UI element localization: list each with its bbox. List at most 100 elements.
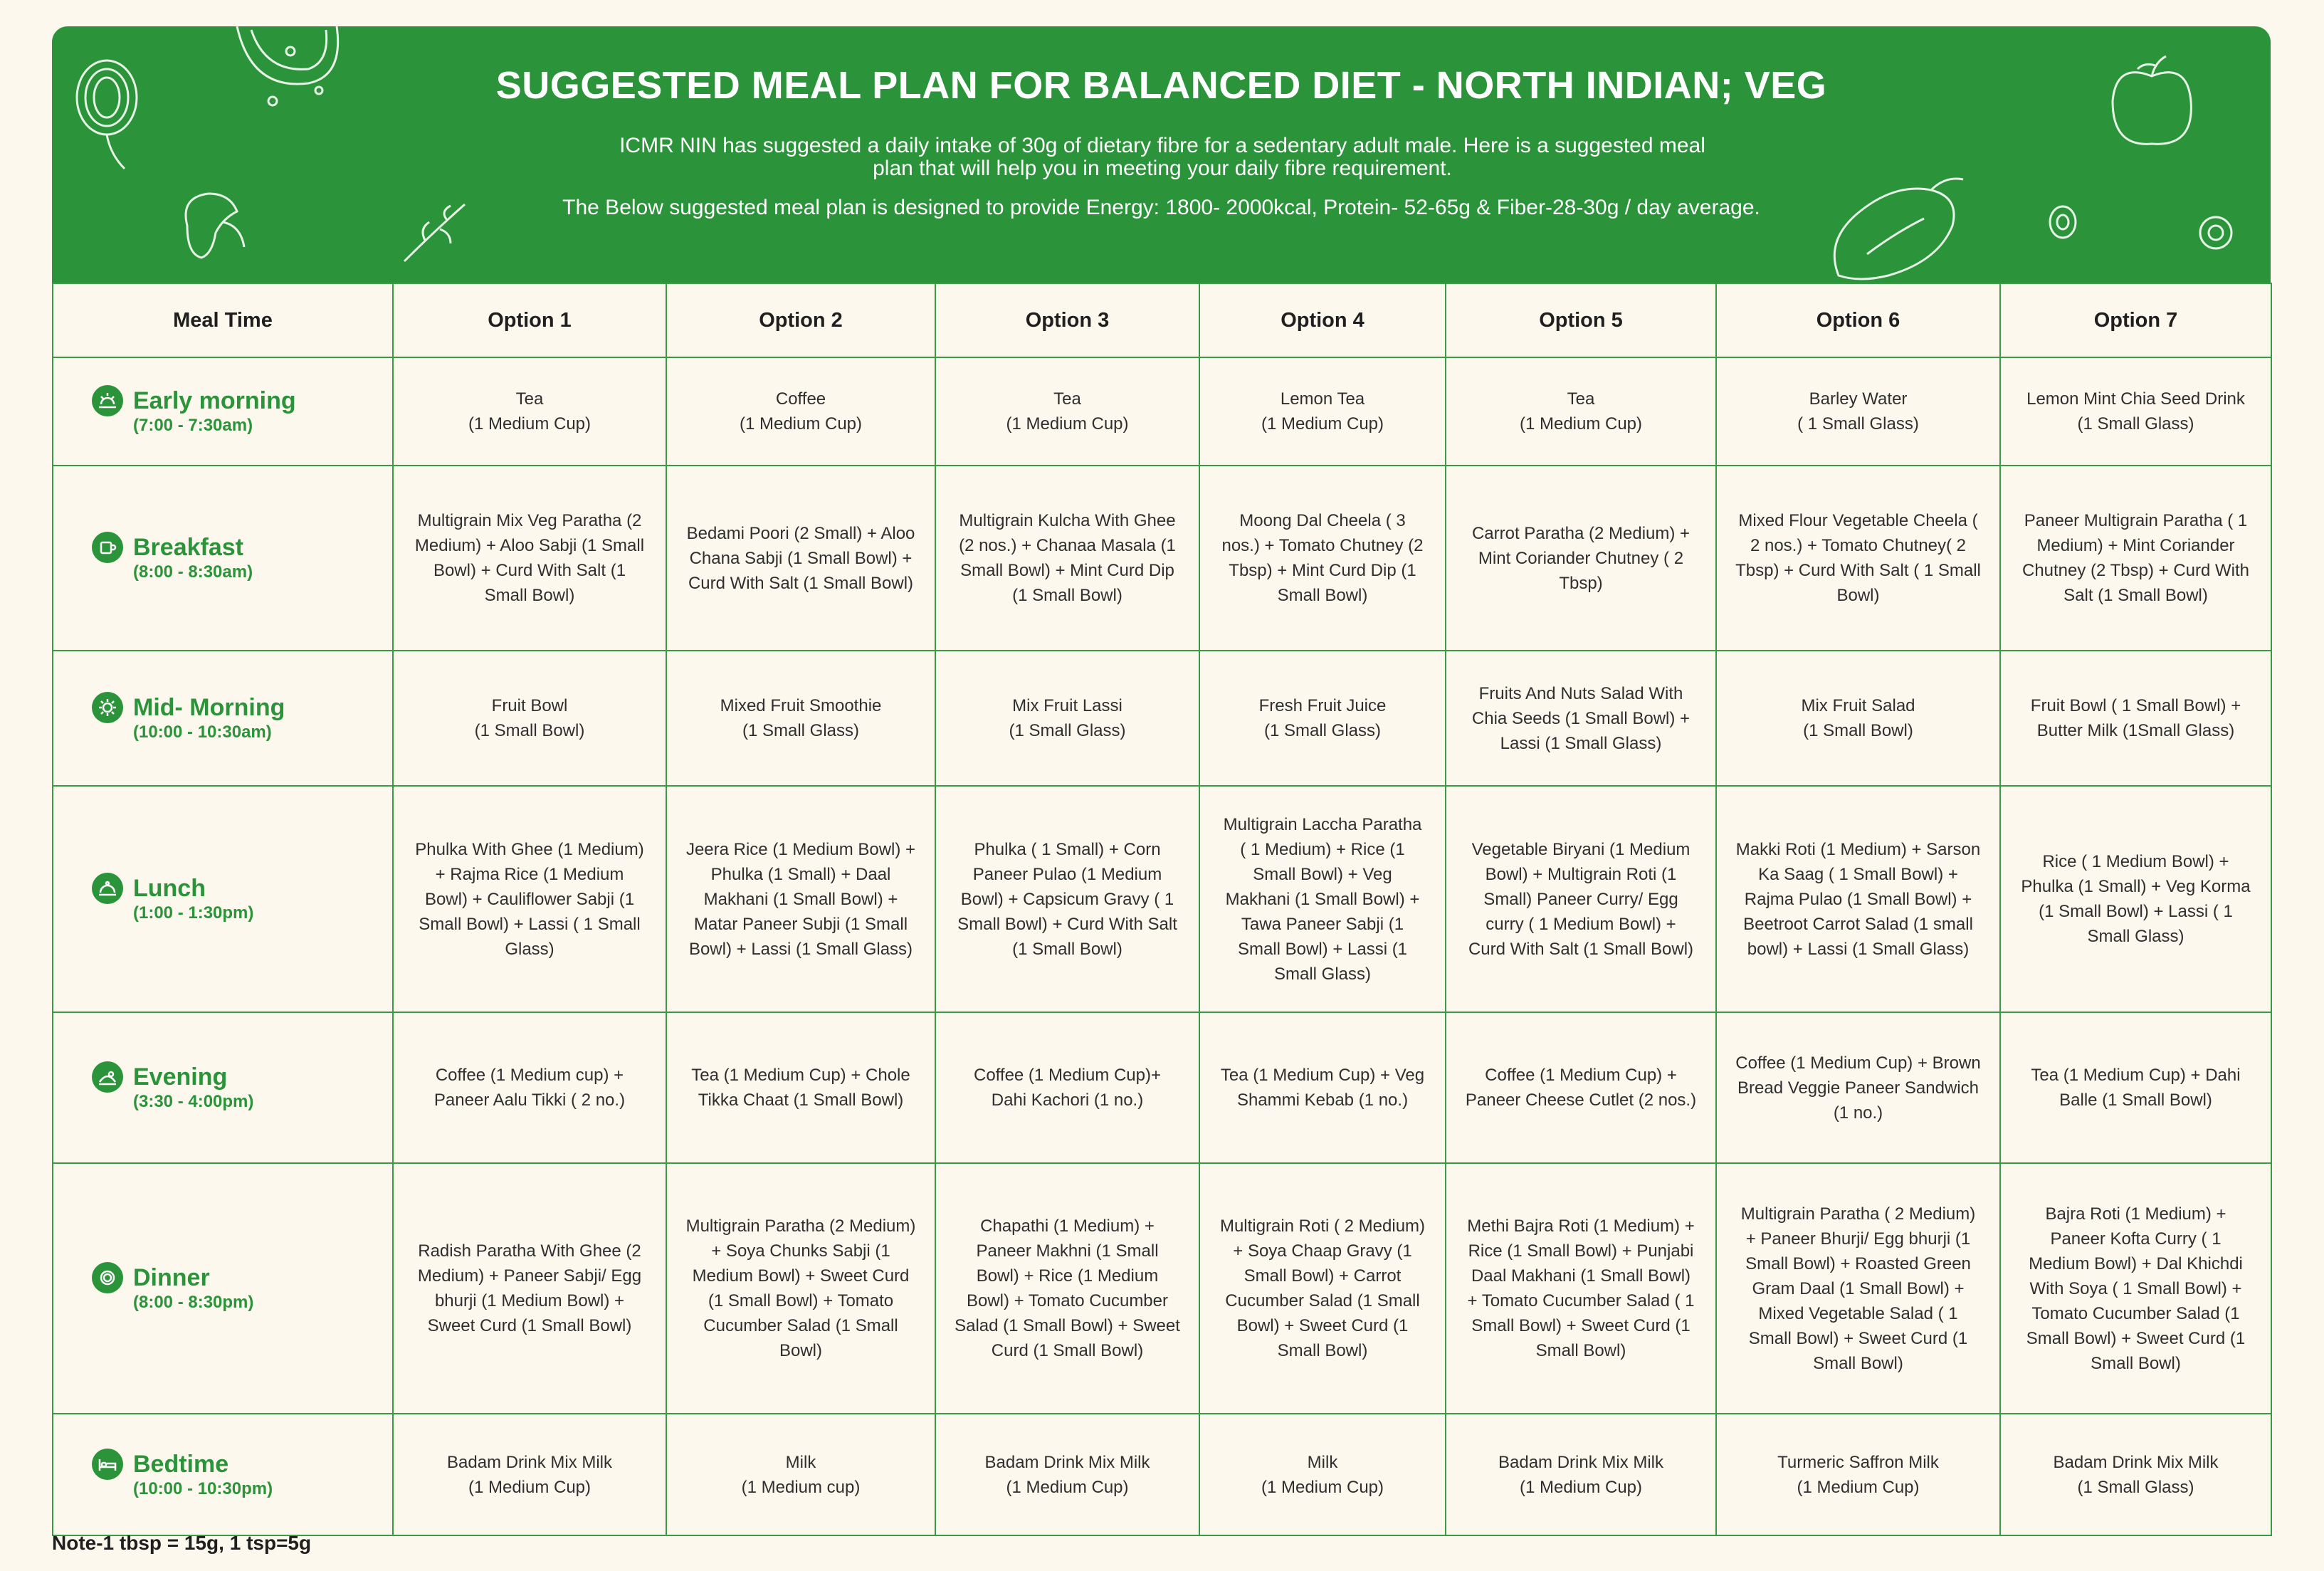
meal-time-range: (1:00 - 1:30pm) [133, 903, 254, 923]
option-text: Vegetable Biryani (1 Medium Bowl) + Mult… [1468, 839, 1694, 959]
option-text: Paneer Multigrain Paratha ( 1 Medium) + … [2021, 511, 2250, 605]
option-cell: Moong Dal Cheela ( 3 nos.) + Tomato Chut… [1199, 465, 1446, 651]
meal-name: Mid- Morning [133, 694, 285, 721]
option-cell: Tea (1 Medium Cup) + Chole Tikka Chaat (… [666, 1012, 936, 1164]
meal-time-range: (8:00 - 8:30pm) [133, 1293, 254, 1312]
header-banner: SUGGESTED MEAL PLAN FOR BALANCED DIET - … [52, 26, 2271, 283]
option-text: Rice ( 1 Medium Bowl) + Phulka (1 Small)… [2021, 852, 2251, 946]
option-text: Tea (1 Medium Cup) [1519, 389, 1643, 434]
table-row: Lunch (1:00 - 1:30pm) Phulka With Ghee (1 … [52, 785, 2272, 1013]
sunset-icon [92, 1061, 123, 1093]
meal-name: Dinner [133, 1264, 210, 1291]
option-text: Chapathi (1 Medium) + Paneer Makhni (1 S… [955, 1217, 1180, 1360]
option-text: Multigrain Mix Veg Paratha (2 Medium) + … [414, 511, 645, 605]
header-option-4: Option 4 [1199, 283, 1446, 358]
option-text: Coffee (1 Medium Cup)+ Dahi Kachori (1 n… [973, 1066, 1161, 1110]
option-text: Badam Drink Mix Milk (1 Medium Cup) [984, 1452, 1150, 1497]
meal-time-cell: Breakfast (8:00 - 8:30am) [52, 465, 394, 651]
table-header-row: Meal Time Option 1 Option 2 Option 3 Option … [52, 283, 2272, 358]
measurement-note: Note-1 tbsp = 15g, 1 tsp=5g [52, 1532, 312, 1554]
option-text: Lemon Mint Chia Seed Drink (1 Small Glas… [2026, 389, 2245, 434]
option-text: Mixed Fruit Smoothie (1 Small Glass) [720, 696, 882, 740]
meal-name: Lunch [133, 875, 206, 902]
option-cell: Vegetable Biryani (1 Medium Bowl) + Mult… [1445, 785, 1717, 1013]
meal-time-cell: Bedtime (10:00 - 10:30pm) [52, 1413, 394, 1536]
option-cell: Tea (1 Medium Cup) [935, 357, 1200, 466]
option-text: Phulka With Ghee (1 Medium) + Rajma Rice… [415, 839, 644, 959]
option-text: Radish Paratha With Ghee (2 Medium) + Pa… [417, 1241, 642, 1335]
header-option-5: Option 5 [1445, 283, 1717, 358]
intro-text: ICMR NIN has suggested a daily intake of… [619, 134, 1705, 180]
table-row: Evening (3:30 - 4:00pm) Coffee (1 Medium c… [52, 1012, 2272, 1164]
option-cell: Tea (1 Medium Cup) [392, 357, 667, 466]
option-cell: Radish Paratha With Ghee (2 Medium) + Pa… [392, 1162, 667, 1414]
option-text: Tea (1 Medium Cup) [1006, 389, 1129, 434]
option-text: Jeera Rice (1 Medium Bowl) + Phulka (1 S… [685, 839, 916, 959]
option-cell: Phulka ( 1 Small) + Corn Paneer Pulao (1… [935, 785, 1200, 1013]
option-text: Tea (1 Medium Cup) [468, 389, 591, 434]
option-cell: Paneer Multigrain Paratha ( 1 Medium) + … [1999, 465, 2272, 651]
meal-name: Breakfast [133, 534, 243, 561]
option-cell: Multigrain Paratha (2 Medium) + Soya Chu… [666, 1162, 936, 1414]
option-text: Lemon Tea (1 Medium Cup) [1261, 389, 1384, 434]
coffee-cup-icon [92, 532, 123, 563]
option-text: Coffee (1 Medium Cup) [739, 389, 863, 434]
option-cell: Fresh Fruit Juice (1 Small Glass) [1199, 650, 1446, 787]
option-cell: Multigrain Roti ( 2 Medium) + Soya Chaap… [1199, 1162, 1446, 1414]
option-cell: Turmeric Saffron Milk (1 Medium Cup) [1715, 1413, 2001, 1536]
option-text: Coffee (1 Medium Cup) + Brown Bread Vegg… [1735, 1053, 1981, 1123]
option-cell: Coffee (1 Medium Cup) + Brown Bread Vegg… [1715, 1012, 2001, 1164]
option-text: Multigrain Paratha (2 Medium) + Soya Chu… [685, 1217, 916, 1360]
bell-pepper-icon [1833, 177, 1964, 280]
option-cell: Badam Drink Mix Milk (1 Medium Cup) [935, 1413, 1200, 1536]
table-row: Breakfast (8:00 - 8:30am) Multigrain Mix V… [52, 465, 2272, 651]
option-cell: Fruit Bowl ( 1 Small Bowl) + Butter Milk… [1999, 650, 2272, 787]
option-cell: Milk (1 Medium cup) [666, 1413, 936, 1536]
meal-time-cell: Lunch (1:00 - 1:30pm) [52, 785, 394, 1013]
option-cell: Coffee (1 Medium cup) + Paneer Aalu Tikk… [392, 1012, 667, 1164]
table-row: Early morning (7:00 - 7:30am) Tea (1 Mediu… [52, 357, 2272, 466]
option-cell: Mix Fruit Lassi (1 Small Glass) [935, 650, 1200, 787]
option-cell: Phulka With Ghee (1 Medium) + Rajma Rice… [392, 785, 667, 1013]
option-cell: Jeera Rice (1 Medium Bowl) + Phulka (1 S… [666, 785, 936, 1013]
option-text: Tea (1 Medium Cup) + Dahi Balle (1 Small… [2031, 1066, 2241, 1110]
option-text: Mix Fruit Lassi (1 Small Glass) [1009, 696, 1126, 740]
meal-time-cell: Mid- Morning (10:00 - 10:30am) [52, 650, 394, 787]
option-cell: Barley Water ( 1 Small Glass) [1715, 357, 2001, 466]
table-row: Mid- Morning (10:00 - 10:30am) Fruit Bowl … [52, 650, 2272, 787]
option-cell: Multigrain Paratha ( 2 Medium) + Paneer … [1715, 1162, 2001, 1414]
option-cell: Badam Drink Mix Milk (1 Medium Cup) [1445, 1413, 1717, 1536]
option-cell: Badam Drink Mix Milk (1 Small Glass) [1999, 1413, 2272, 1536]
option-text: Tea (1 Medium Cup) + Veg Shammi Kebab (1… [1220, 1066, 1425, 1110]
table-row: Bedtime (10:00 - 10:30pm) Badam Drink Mix … [52, 1413, 2272, 1536]
option-text: Badam Drink Mix Milk (1 Medium Cup) [1498, 1452, 1664, 1497]
nutrition-targets: The Below suggested meal plan is designe… [562, 196, 1760, 219]
bed-icon [92, 1448, 123, 1480]
meal-time-cell: Evening (3:30 - 4:00pm) [52, 1012, 394, 1164]
option-text: Multigrain Paratha ( 2 Medium) + Paneer … [1740, 1204, 1976, 1373]
option-cell: Mixed Fruit Smoothie (1 Small Glass) [666, 650, 936, 787]
option-cell: Coffee (1 Medium Cup)+ Dahi Kachori (1 n… [935, 1012, 1200, 1164]
option-text: Coffee (1 Medium cup) + Paneer Aalu Tikk… [433, 1066, 626, 1110]
option-text: Methi Bajra Roti (1 Medium) + Rice (1 Sm… [1467, 1217, 1695, 1360]
option-cell: Bajra Roti (1 Medium) + Paneer Kofta Cur… [1999, 1162, 2272, 1414]
option-cell: Lemon Mint Chia Seed Drink (1 Small Glas… [1999, 357, 2272, 466]
header-option-3: Option 3 [935, 283, 1200, 358]
tomato-slice-icon [236, 26, 340, 107]
option-text: Barley Water ( 1 Small Glass) [1797, 389, 1919, 434]
meal-time-range: (8:00 - 8:30am) [133, 562, 253, 582]
meal-name: Bedtime [133, 1450, 229, 1478]
option-text: Multigrain Kulcha With Ghee (2 nos.) + C… [959, 511, 1176, 605]
meal-time-cell: Early morning (7:00 - 7:30am) [52, 357, 394, 466]
option-text: Bajra Roti (1 Medium) + Paneer Kofta Cur… [2026, 1204, 2246, 1373]
pea-icon [2049, 205, 2077, 239]
header-option-1: Option 1 [392, 283, 667, 358]
meal-time-range: (3:30 - 4:00pm) [133, 1092, 254, 1111]
option-text: Bedami Poori (2 Small) + Aloo Chana Sabj… [686, 523, 915, 593]
option-cell: Carrot Paratha (2 Medium) + Mint Coriand… [1445, 465, 1717, 651]
onion-icon [75, 59, 138, 170]
option-cell: Coffee (1 Medium Cup) [666, 357, 936, 466]
option-cell: Rice ( 1 Medium Bowl) + Phulka (1 Small)… [1999, 785, 2272, 1013]
table-row: Dinner (8:00 - 8:30pm) Radish Paratha With… [52, 1162, 2272, 1414]
option-cell: Tea (1 Medium Cup) [1445, 357, 1717, 466]
